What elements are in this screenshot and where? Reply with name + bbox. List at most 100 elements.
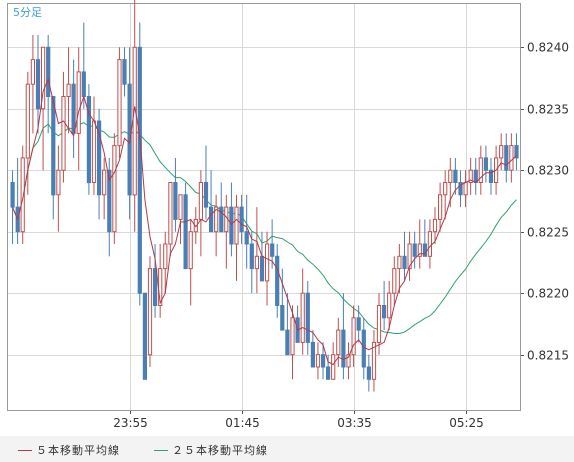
candle-up: [509, 145, 514, 171]
candle-up: [30, 59, 35, 85]
candle-down: [361, 329, 366, 368]
candle-up: [448, 169, 453, 183]
candle-down: [81, 71, 86, 98]
candle-up: [331, 354, 336, 380]
candle-down: [488, 169, 494, 183]
candle-down: [51, 96, 56, 196]
candle-up: [198, 182, 204, 220]
candle-down: [366, 366, 371, 380]
legend-label-ma25: ２５本移動平均線: [172, 444, 268, 457]
candle-up: [265, 243, 270, 282]
candle-down: [504, 145, 509, 171]
candle-up: [254, 255, 260, 270]
y-tick-label: 0.8215: [527, 349, 569, 363]
candle-up: [117, 59, 122, 147]
candle-up: [41, 46, 46, 110]
chart-canvas: 23:55 01:45 03:35 05:25 0.8215 0.8220 0.8225 0.…: [7, 0, 569, 430]
candle-down: [270, 243, 275, 257]
candle-down: [249, 243, 254, 270]
candle-up: [443, 182, 448, 196]
candle-up: [392, 268, 397, 294]
candle-up: [397, 255, 402, 270]
candle-down: [71, 83, 76, 134]
candle-up: [76, 71, 81, 134]
candle-down: [153, 268, 158, 307]
y-tick-label: 0.8235: [527, 103, 569, 117]
candle-up: [168, 182, 173, 245]
candle-up: [468, 169, 473, 183]
candle-up: [351, 317, 356, 356]
candle-up: [290, 317, 295, 356]
candle-down: [244, 231, 249, 245]
ma5-line: [12, 77, 517, 366]
candle-down: [97, 120, 102, 196]
candle-down: [453, 169, 458, 183]
candle-down: [458, 182, 463, 196]
candle-up: [61, 96, 66, 171]
candle-down: [142, 292, 148, 380]
candle-down: [285, 329, 290, 356]
plot-area: [7, 3, 520, 410]
candle-up: [300, 292, 305, 343]
candle-up: [432, 218, 438, 233]
candle-down: [305, 292, 310, 343]
candle-up: [188, 231, 193, 270]
x-tick-label: 05:25: [449, 416, 484, 430]
candle-down: [209, 206, 214, 233]
candle-down: [239, 206, 244, 233]
candle-down: [275, 255, 280, 306]
legend-item-ma5: ５本移動平均線: [18, 442, 120, 458]
candle-down: [382, 305, 387, 319]
candle-down: [122, 59, 127, 85]
candle-up: [336, 329, 341, 356]
candle-up: [56, 169, 61, 196]
candle-down: [341, 329, 346, 368]
x-tick-label: 23:55: [113, 416, 148, 430]
candle-down: [514, 145, 519, 159]
candle-down: [412, 243, 417, 257]
legend-item-ma25: ２５本移動平均線: [154, 442, 268, 458]
legend-swatch-ma5: [18, 449, 32, 451]
y-tick-label: 0.8225: [527, 226, 569, 240]
candle-down: [203, 182, 209, 208]
x-tick-label: 03:35: [337, 416, 372, 430]
candle-up: [315, 354, 321, 368]
candle-down: [483, 157, 488, 171]
candle-up: [132, 46, 137, 196]
y-tick-label: 0.8230: [527, 164, 569, 178]
y-tick-label: 0.8220: [527, 287, 569, 301]
candle-up: [102, 169, 107, 196]
candle-down: [86, 96, 92, 184]
candle-down: [107, 169, 112, 233]
candle-down: [356, 317, 361, 331]
plot-frame: [7, 3, 521, 411]
chart-legend: ５本移動平均線 ２５本移動平均線: [0, 436, 574, 462]
candle-up: [234, 206, 239, 245]
candle-up: [25, 83, 30, 159]
candle-down: [280, 305, 285, 331]
candle-down: [259, 255, 265, 282]
candle-up: [112, 145, 117, 233]
candle-down: [219, 206, 224, 233]
candle-down: [35, 59, 41, 110]
candle-up: [66, 83, 71, 97]
legend-label-ma5: ５本移動平均線: [36, 444, 120, 457]
candle-up: [178, 194, 183, 220]
candle-down: [321, 354, 326, 368]
candle-up: [387, 292, 392, 319]
candle-up: [417, 243, 422, 257]
candle-down: [173, 182, 178, 220]
candle-up: [20, 157, 25, 233]
candle-up: [438, 194, 443, 220]
candle-down: [46, 46, 51, 97]
candle-down: [183, 194, 188, 270]
candle-down: [10, 182, 15, 208]
candle-up: [163, 243, 168, 270]
candle-up: [214, 206, 219, 233]
candle-up: [371, 341, 377, 380]
candle-up: [193, 218, 198, 233]
candle-up: [499, 145, 504, 159]
candle-down: [310, 341, 315, 368]
y-tick-label: 0.8240: [527, 41, 569, 55]
